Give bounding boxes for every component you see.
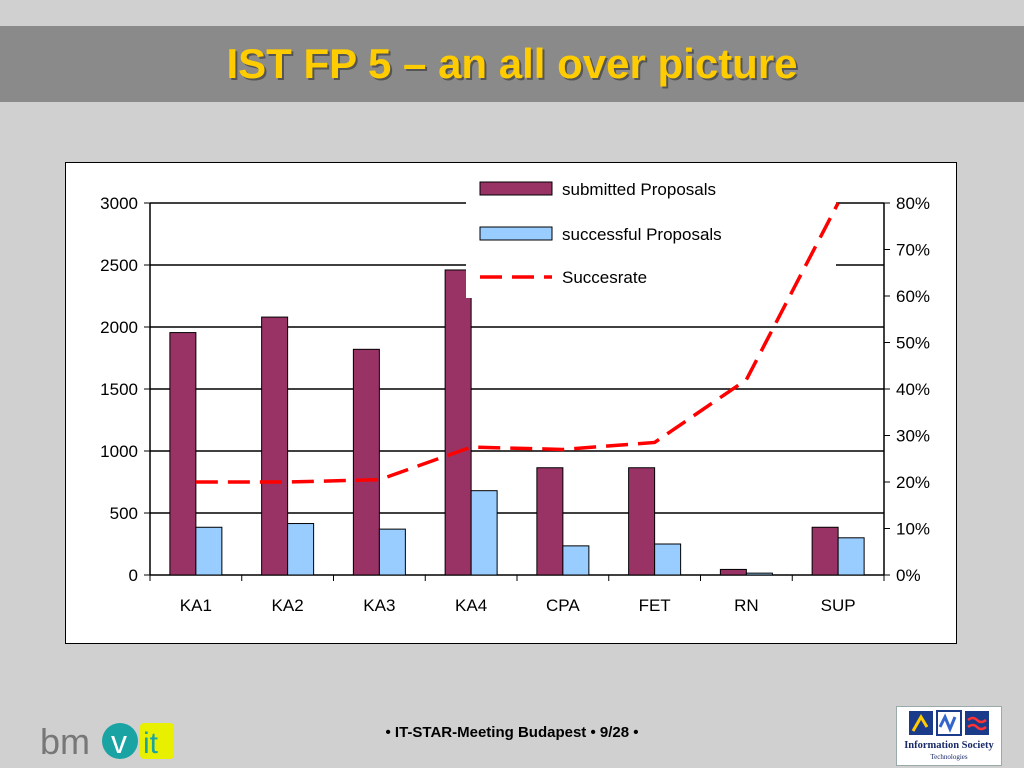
y2-axis-tick-label: 70%: [896, 241, 930, 260]
bar-successful: [195, 526, 223, 576]
bmvit-logo-it: it: [143, 727, 159, 760]
y2-axis-tick-label: 40%: [896, 380, 930, 399]
combo-chart: 0 500 1000 1500 2000 2500 3000 0% 10% 20% 30% 40% 50…: [100, 173, 930, 615]
bar-successful: [287, 523, 315, 576]
bar-submitted: [444, 269, 472, 576]
chart-panel: 0 500 1000 1500 2000 2500 3000 0% 10% 20% 30% 40% 50…: [65, 162, 957, 644]
bar-submitted: [719, 568, 747, 576]
bar-successful: [378, 528, 406, 576]
bar-submitted: [169, 332, 197, 576]
y2-axis-tick-label: 20%: [896, 473, 930, 492]
y-axis-tick-label: 0: [129, 566, 138, 585]
bar-submitted: [261, 316, 289, 576]
legend-label: successful Proposals: [562, 225, 722, 244]
bmvit-logo-bm: bm: [40, 721, 90, 762]
line-succesrate: [195, 202, 840, 484]
x-axis-tick-label: CPA: [546, 596, 580, 615]
bar-submitted: [352, 348, 380, 576]
title-band: IST FP 5 – an all over picture: [0, 26, 1024, 102]
legend-label: submitted Proposals: [562, 180, 716, 199]
y-axis-tick-label: 2000: [100, 318, 138, 337]
bar-successful: [470, 490, 498, 576]
y2-axis-tick-label: 80%: [896, 194, 930, 213]
y2-axis-tick-label: 50%: [896, 334, 930, 353]
bar-successful: [837, 537, 865, 576]
bar-successful: [745, 572, 773, 576]
legend-swatch: [479, 181, 553, 196]
y2-axis-tick-label: 60%: [896, 287, 930, 306]
y-axis-tick-label: 3000: [100, 194, 138, 213]
ist-logo-label: Information Society: [904, 740, 994, 751]
bar-successful: [562, 545, 590, 576]
y2-axis-tick-label: 0%: [896, 566, 921, 585]
bar-submitted: [811, 526, 839, 576]
y-axis-tick-label: 2500: [100, 256, 138, 275]
bar-submitted: [536, 467, 564, 576]
slide-title: IST FP 5 – an all over picture: [226, 40, 798, 87]
y-axis-tick-label: 1000: [100, 442, 138, 461]
ist-logo-sublabel: Technologies: [930, 753, 968, 761]
x-axis-tick-label: SUP: [821, 596, 856, 615]
x-axis-tick-label: KA2: [272, 596, 304, 615]
bar-submitted: [628, 467, 656, 576]
ist-logo: Information Society Technologies: [896, 706, 1002, 766]
y2-axis-tick-label: 10%: [896, 520, 930, 539]
bmvit-logo: bm v it: [40, 721, 174, 762]
legend-swatch: [479, 226, 553, 241]
x-axis-tick-label: RN: [734, 596, 759, 615]
bar-successful: [654, 543, 682, 576]
y-axis-tick-label: 500: [110, 504, 138, 523]
y2-axis-tick-label: 30%: [896, 427, 930, 446]
x-axis-tick-label: KA3: [363, 596, 395, 615]
x-axis-tick-label: KA4: [455, 596, 487, 615]
x-axis-tick-label: FET: [639, 596, 671, 615]
ist-logo-icon: [909, 710, 989, 736]
x-axis-tick-label: KA1: [180, 596, 212, 615]
y-axis-tick-label: 1500: [100, 380, 138, 399]
bmvit-logo-v: v: [111, 724, 127, 760]
legend-label: Succesrate: [562, 268, 647, 287]
slide-footer: • IT-STAR-Meeting Budapest • 9/28 •: [385, 724, 639, 741]
